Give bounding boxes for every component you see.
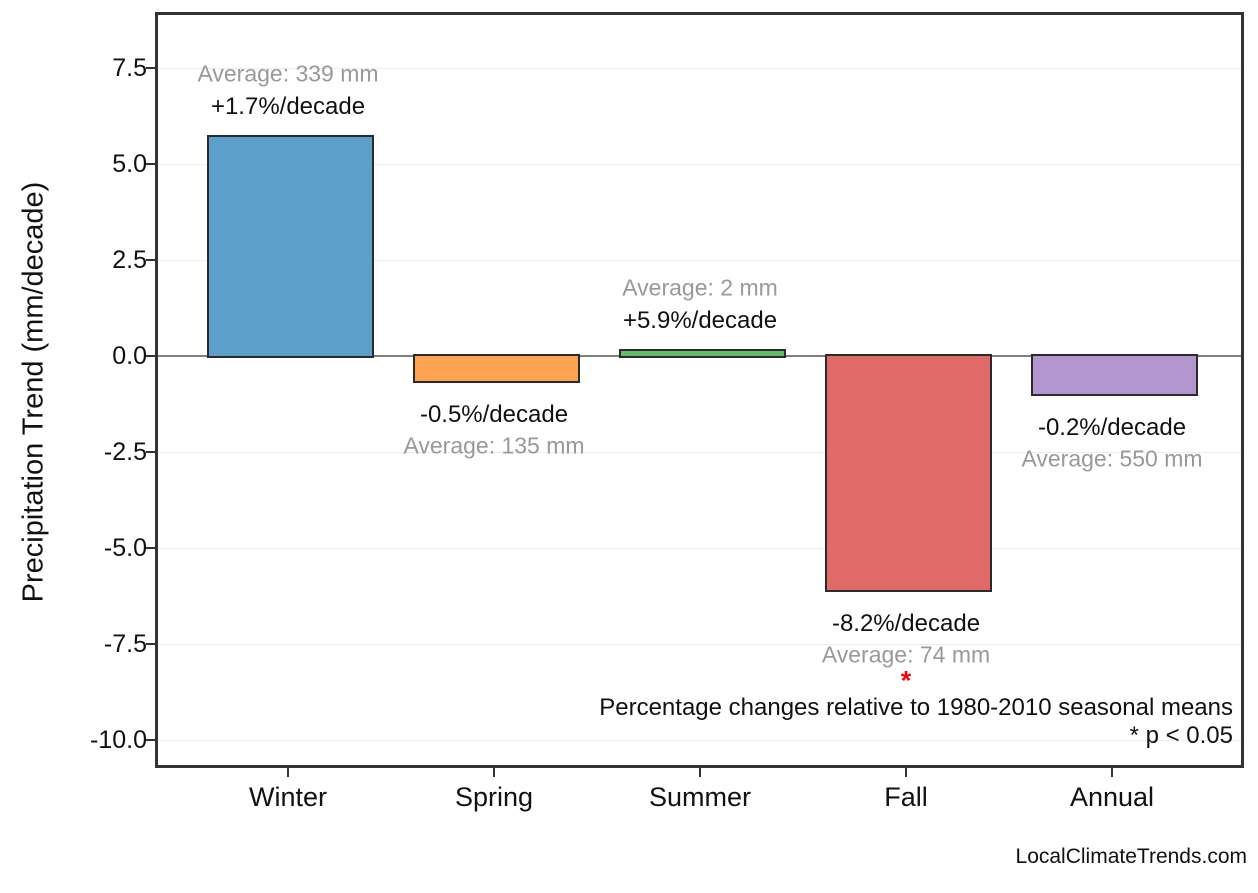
pct-annotation-summer: +5.9%/decade xyxy=(622,307,778,335)
y-tick-label: -7.5 xyxy=(103,630,147,658)
avg-annotation-fall: Average: 74 mm xyxy=(821,641,991,668)
y-tick-mark xyxy=(146,739,155,741)
y-gridline xyxy=(158,643,1241,645)
bar-summer xyxy=(618,349,786,358)
y-gridline xyxy=(158,451,1241,453)
x-tick-label-summer: Summer xyxy=(648,782,752,812)
y-tick-mark xyxy=(146,451,155,453)
significance-note: * p < 0.05 xyxy=(1129,722,1233,749)
footnote-text: Percentage changes relative to 1980-2010… xyxy=(599,694,1233,721)
y-tick-mark xyxy=(146,259,155,261)
y-tick-label: 5.0 xyxy=(112,150,147,178)
y-tick-label: 7.5 xyxy=(112,54,147,82)
y-tick-label: 0.0 xyxy=(112,342,147,370)
y-gridline xyxy=(158,67,1241,69)
y-tick-mark xyxy=(146,643,155,645)
avg-annotation-summer: Average: 2 mm xyxy=(622,274,778,301)
x-tick-label-winter: Winter xyxy=(248,782,328,812)
x-tick-label-fall: Fall xyxy=(884,782,928,812)
pct-annotation-spring: -0.5%/decade xyxy=(419,400,569,428)
avg-annotation-winter: Average: 339 mm xyxy=(197,60,379,87)
y-gridline xyxy=(158,547,1241,549)
y-tick-mark xyxy=(146,547,155,549)
y-tick-label: -5.0 xyxy=(103,534,147,562)
bar-spring xyxy=(412,354,580,383)
y-gridline xyxy=(158,163,1241,165)
y-tick-label: -10.0 xyxy=(90,726,147,754)
pct-annotation-annual: -0.2%/decade xyxy=(1037,414,1187,442)
y-gridline xyxy=(158,739,1241,741)
x-tick-mark xyxy=(1111,768,1113,777)
pct-annotation-fall: -8.2%/decade xyxy=(831,610,981,638)
pct-annotation-winter: +1.7%/decade xyxy=(210,93,366,121)
avg-annotation-annual: Average: 550 mm xyxy=(1021,445,1203,472)
avg-annotation-spring: Average: 135 mm xyxy=(403,432,585,459)
significance-asterisk: * xyxy=(900,665,912,696)
y-tick-label: -2.5 xyxy=(103,438,147,466)
watermark: LocalClimateTrends.com xyxy=(1015,845,1247,868)
y-tick-mark xyxy=(146,163,155,165)
x-tick-label-annual: Annual xyxy=(1069,782,1155,812)
x-tick-mark xyxy=(905,768,907,777)
y-tick-label: 2.5 xyxy=(112,246,147,274)
x-tick-label-spring: Spring xyxy=(454,782,534,812)
bar-fall xyxy=(824,354,992,593)
y-gridline xyxy=(158,259,1241,261)
y-tick-mark xyxy=(146,355,155,357)
x-tick-mark xyxy=(493,768,495,777)
bar-annual xyxy=(1030,354,1198,397)
x-tick-mark xyxy=(699,768,701,777)
bar-winter xyxy=(206,135,374,358)
y-tick-mark xyxy=(146,67,155,69)
x-tick-mark xyxy=(287,768,289,777)
y-axis-label: Precipitation Trend (mm/decade) xyxy=(17,181,50,603)
